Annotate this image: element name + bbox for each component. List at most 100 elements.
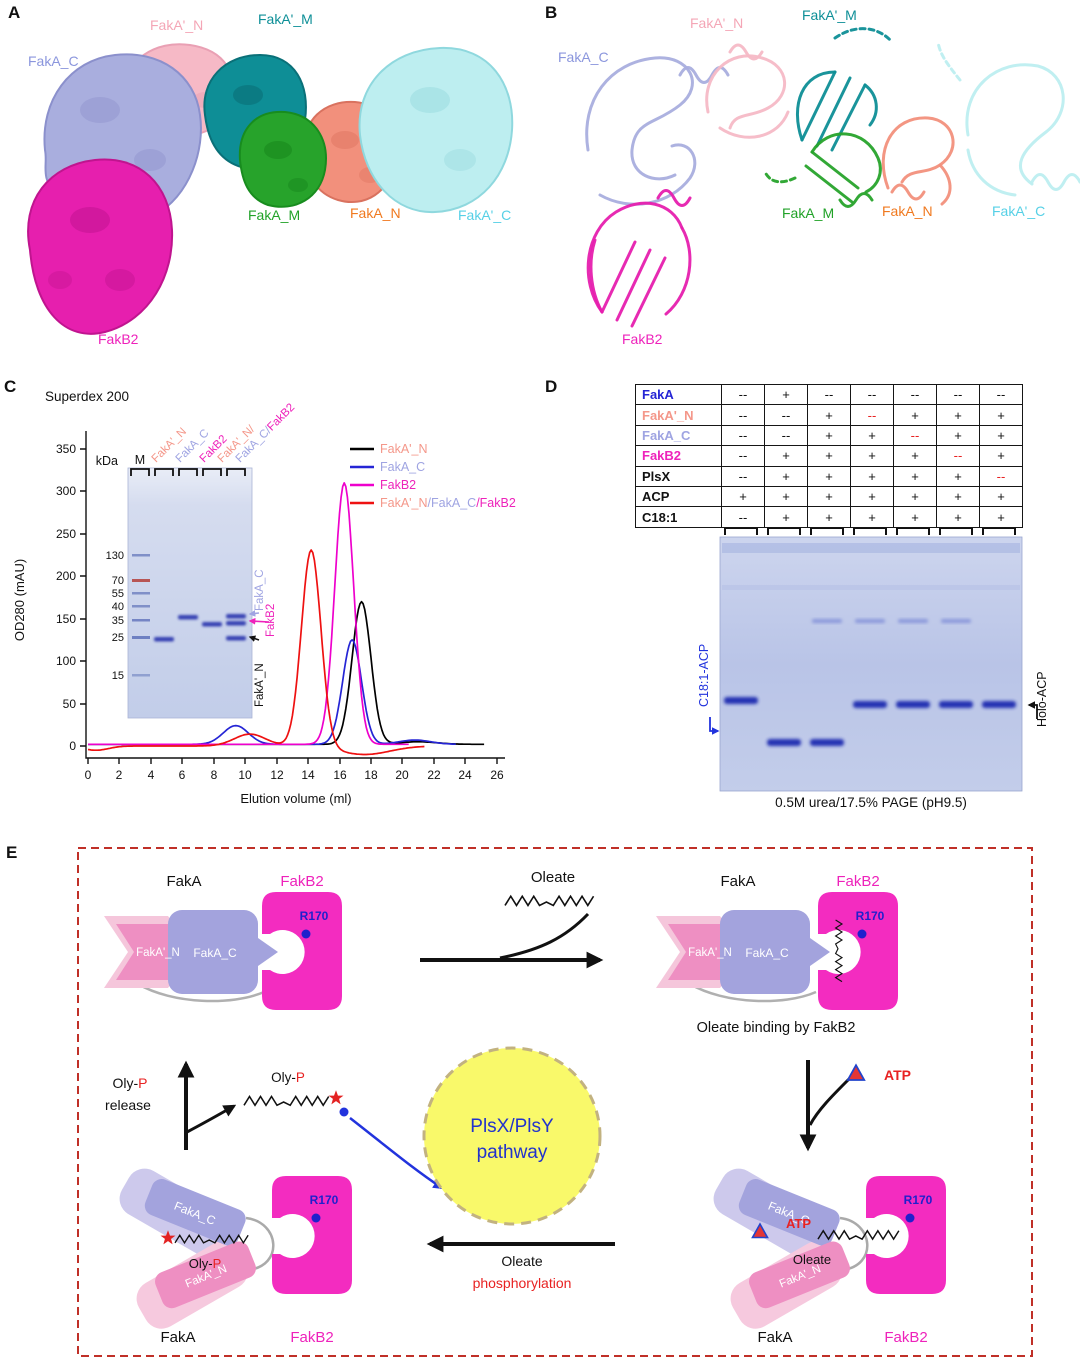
- label-faka-n: FakA_N: [882, 203, 933, 219]
- x-ticks: [87, 758, 498, 764]
- panel-d-gel-view: D C18:1-ACP: [545, 377, 1049, 792]
- table-cell: --: [764, 424, 808, 447]
- faka-m-surface: [238, 110, 327, 208]
- table-cell: +: [764, 485, 808, 508]
- svg-text:12: 12: [270, 768, 284, 782]
- table-row: PlsX -- + + + + + --: [635, 465, 1023, 487]
- row-label: PlsX: [635, 465, 722, 487]
- svg-text:40: 40: [112, 601, 124, 613]
- svg-text:70: 70: [112, 575, 124, 587]
- table-cell: --: [807, 383, 851, 406]
- table-cell: --: [893, 424, 937, 447]
- table-cell: +: [764, 465, 808, 487]
- gel-lane-labels: FakA'_N FakA_C FakB2 FakA'_N/ FakA_C/Fak…: [150, 401, 298, 465]
- svg-text:6: 6: [179, 768, 186, 782]
- table-cell: +: [764, 445, 808, 467]
- marker-lane-label: M: [135, 453, 145, 467]
- table-cell: +: [850, 445, 894, 467]
- table-cell: --: [721, 424, 765, 447]
- faka-open: [705, 1160, 869, 1337]
- table-row: FakA'_N -- -- + -- + + +: [635, 404, 1023, 426]
- faka-closed: [654, 908, 832, 1003]
- table-cell: +: [979, 424, 1023, 447]
- label-fakap-n: FakA'_N: [690, 15, 743, 31]
- label-fakap-c: FakA'_C: [992, 203, 1045, 219]
- oleate-label: Oleate: [531, 869, 575, 886]
- label-faka-n: FakA_N: [350, 205, 401, 221]
- table-cell: +: [850, 465, 894, 487]
- svg-text:0: 0: [69, 739, 76, 753]
- atp-label: ATP: [884, 1067, 911, 1083]
- row-label: FakB2: [635, 445, 722, 467]
- svg-text:130: 130: [106, 550, 124, 562]
- table-cell: +: [979, 445, 1023, 467]
- svg-text:50: 50: [63, 697, 77, 711]
- table-cell: +: [807, 404, 851, 426]
- label-faka-m: FakA_M: [248, 207, 300, 223]
- y-ticks: [80, 448, 86, 747]
- fakb2-title: FakB2: [836, 873, 879, 890]
- table-cell: --: [936, 445, 980, 467]
- table-cell: +: [979, 404, 1023, 426]
- table-cell: --: [721, 506, 765, 528]
- atp-molecule: [846, 1064, 866, 1081]
- table-cell: +: [807, 506, 851, 528]
- svg-text:20: 20: [395, 768, 409, 782]
- kda-label: kDa: [96, 454, 118, 468]
- table-cell: +: [893, 404, 937, 426]
- table-cell: +: [893, 506, 937, 528]
- oleate-structure: [504, 895, 595, 907]
- fakb2-band-label: FakB2: [265, 604, 277, 637]
- fakb2-empty: [272, 1176, 352, 1294]
- table-cell: --: [721, 465, 765, 487]
- fakb2-cartoon: [586, 189, 692, 328]
- svg-text:0: 0: [85, 768, 92, 782]
- svg-text:350: 350: [56, 442, 76, 456]
- panel-e-mechanism: FakA'_N FakA_C R170 FakA_C: [6, 843, 1033, 1357]
- release-label-1: Oly-P: [112, 1075, 147, 1091]
- label-fakb2: FakB2: [98, 331, 139, 347]
- table-cell: +: [893, 485, 937, 508]
- panel-a-surface-view: A: [8, 3, 514, 347]
- oleate-entry-curve: [499, 912, 590, 960]
- svg-text:25: 25: [112, 632, 124, 644]
- row-label: ACP: [635, 485, 722, 508]
- label-faka-c: FakA_C: [28, 53, 79, 69]
- x-tick-labels: 0 2 4 6 8 10 12 14 16 18 20 22 24 26: [85, 768, 504, 782]
- faka-title: FakA: [160, 1329, 195, 1346]
- svg-text:15: 15: [112, 670, 124, 682]
- table-cell: +: [807, 445, 851, 467]
- native-gel: [719, 536, 1023, 792]
- fakb2-oleate-bound: [818, 892, 898, 1010]
- chart-legend: FakA'_N FakA_C FakB2 FakA'_N/FakA_C/FakB…: [350, 442, 516, 510]
- row-label: FakA_C: [635, 424, 722, 447]
- faka-title: FakA: [720, 873, 755, 890]
- table-cell: +: [807, 465, 851, 487]
- holo-acp-label: Holo-ACP: [1035, 671, 1049, 727]
- table-cell: +: [721, 485, 765, 508]
- pathway-name-2: pathway: [477, 1142, 548, 1163]
- table-cell: --: [850, 383, 894, 406]
- panel-d-activity-assay: D C18:1-ACP: [540, 375, 1080, 825]
- faka-n-cartoon: [881, 116, 955, 206]
- table-cell: +: [850, 485, 894, 508]
- panel-b-cartoon-view: B: [545, 3, 1080, 347]
- table-cell: +: [936, 465, 980, 487]
- svg-text:300: 300: [56, 484, 76, 498]
- svg-text:8: 8: [211, 768, 218, 782]
- table-row: FakA -- + -- -- -- -- --: [635, 383, 1023, 406]
- table-cell: --: [936, 383, 980, 406]
- gel-caption: 0.5M urea/17.5% PAGE (pH9.5): [775, 795, 967, 810]
- fakb2-title: FakB2: [884, 1329, 927, 1346]
- pathway-handoff-arrow: [349, 1117, 444, 1190]
- svg-text:16: 16: [333, 768, 347, 782]
- svg-text:2: 2: [116, 768, 123, 782]
- table-cell: +: [936, 424, 980, 447]
- table-cell: +: [764, 383, 808, 406]
- component-table: FakA -- + -- -- -- -- -- FakA'_N -- -- + -- + + + FakA_C…: [635, 383, 1023, 528]
- panel-b-label: B: [545, 3, 557, 22]
- fakb2-title: FakB2: [290, 1329, 333, 1346]
- gel-wells: [724, 527, 1016, 535]
- svg-text:200: 200: [56, 569, 76, 583]
